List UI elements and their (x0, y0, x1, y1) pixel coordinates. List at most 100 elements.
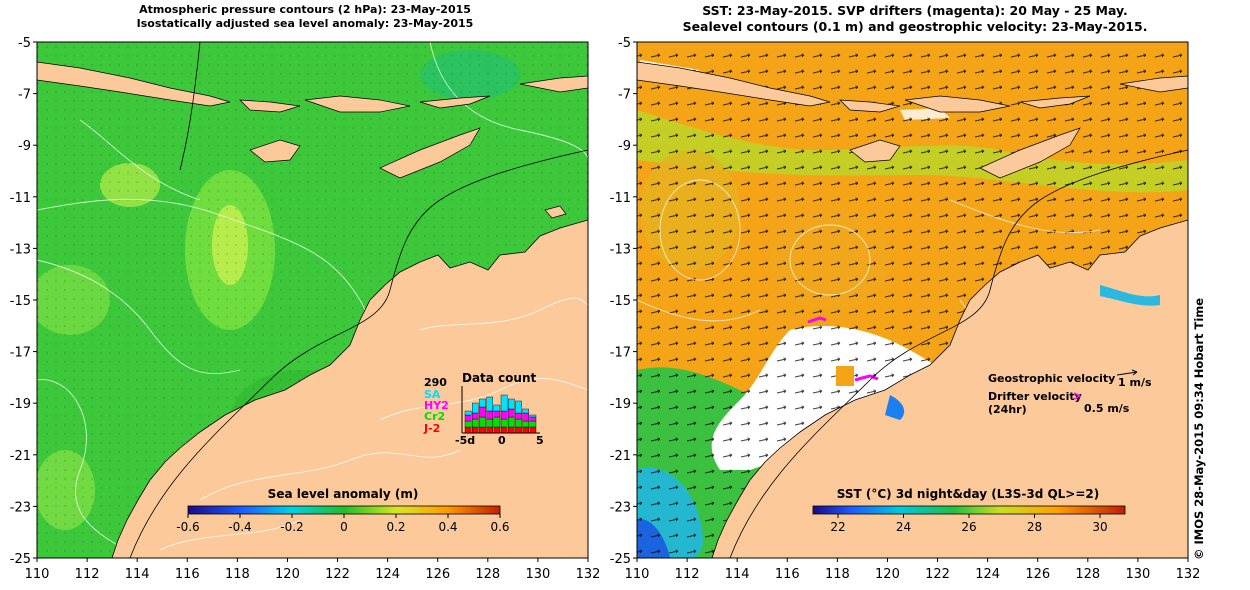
australia-landmass (111, 219, 588, 558)
sst-colorbar-tick-label: 28 (1027, 520, 1042, 534)
histogram-bar (472, 402, 479, 414)
right-y-tick-label: -7 (618, 88, 631, 103)
histogram-bar (522, 412, 529, 422)
left-map (37, 42, 588, 558)
histogram-bar (486, 418, 494, 428)
histogram-bar (493, 404, 501, 412)
histogram-bar (508, 408, 515, 418)
histogram-bar (479, 416, 486, 428)
left-title-line1: Atmospheric pressure contours (2 hPa): 2… (139, 3, 471, 16)
coastal-cool-strip (1100, 285, 1160, 306)
histogram-bar (479, 398, 486, 408)
drifter-velocity-period: (24hr) (988, 403, 1027, 416)
velocity-legend: Geostrophic velocity 1 m/s Drifter veloc… (988, 369, 1152, 416)
data-count-inset: 290 Data count SA HY2 Cr2 J-2 -5d 0 5 (423, 371, 544, 447)
island-bali-lombok (239, 99, 301, 113)
sst-colorbar-tick-label: 22 (830, 520, 845, 534)
drifter-track (807, 316, 827, 324)
right-y-tick-label: -15 (610, 294, 631, 309)
island-java (37, 61, 231, 107)
left-x-tick-label: 132 (576, 567, 601, 582)
island-wetar (1119, 75, 1188, 93)
geo-velocity-arrow (1116, 369, 1138, 376)
right-x-tick-label: 128 (1075, 567, 1100, 582)
right-y-tick-label: -19 (610, 397, 631, 412)
right-y-axis: -5 -7 -9 -11 -13 -15 -17 -19 -21 -23 -25 (610, 36, 637, 567)
left-x-tick-label: 120 (275, 567, 300, 582)
data-count-max-label: 290 (424, 376, 447, 389)
drifter-velocity-arrow (1073, 392, 1082, 400)
left-x-tick-label: 112 (75, 567, 100, 582)
data-count-sat-j2: J-2 (423, 422, 440, 435)
data-count-x-label-mid: 0 (498, 434, 506, 447)
island-bali-lombok (839, 99, 901, 113)
island-small (544, 205, 567, 219)
left-y-axis: -5 -7 -9 -11 -13 -15 -17 -19 -21 -23 -25 (10, 36, 37, 567)
sla-colorbar-tick-label: -0.2 (280, 520, 303, 534)
sla-colorbar-label: Sea level anomaly (m) (268, 487, 419, 501)
left-x-tick-label: 114 (125, 567, 150, 582)
left-y-tick-label: -25 (10, 552, 31, 567)
sla-colorbar-tick-label: 0.2 (386, 520, 405, 534)
bathymetry-contour (129, 42, 588, 558)
right-y-tick-label: -17 (610, 346, 631, 361)
histogram-bar (479, 426, 486, 434)
left-x-tick-label: 128 (475, 567, 500, 582)
left-y-tick-label: -17 (10, 346, 31, 361)
australia-landmass-right (711, 219, 1188, 558)
island-flores-east (419, 95, 491, 109)
drifter-track (854, 374, 879, 382)
right-x-tick-label: 132 (1176, 567, 1201, 582)
sla-colorbar-tick-label: 0.4 (438, 520, 457, 534)
data-count-sat-sa: SA (424, 388, 441, 401)
left-y-tick-label: -23 (10, 500, 31, 515)
left-y-tick-label: -5 (18, 36, 31, 51)
data-count-x-label-end: 5 (536, 434, 544, 447)
histogram-bar (529, 426, 537, 434)
island-java (637, 61, 831, 107)
left-y-tick-label: -21 (10, 449, 31, 464)
right-x-tick-label: 122 (925, 567, 950, 582)
sst-colorbar-ticks: 22 24 26 28 30 (830, 514, 1108, 534)
histogram-bar (522, 420, 529, 428)
left-y-tick-label: -13 (10, 242, 31, 257)
histogram-bar (500, 394, 508, 412)
histogram-bar (529, 416, 537, 422)
sla-colorbar-tick-label: 0 (340, 520, 348, 534)
right-y-tick-label: -25 (610, 552, 631, 567)
island-sumbawa-flores (304, 95, 411, 113)
island-timor (379, 127, 481, 179)
sst-colorbar-gradient (812, 505, 1126, 515)
data-count-sat-cr2: Cr2 (424, 410, 445, 423)
sla-colorbar: Sea level anomaly (m) -0.6 -0.4 -0.2 0 0.2 0.… (176, 487, 509, 534)
left-y-tick-label: -9 (18, 139, 31, 154)
histogram-bar (515, 426, 522, 434)
left-x-tick-label: 110 (25, 567, 50, 582)
histogram-bar (515, 418, 522, 428)
island-timor (979, 127, 1081, 179)
data-count-sat-hy2: HY2 (424, 399, 449, 412)
histogram-bar (522, 426, 529, 434)
histogram-bar (508, 416, 515, 428)
right-y-tick-label: -9 (618, 139, 631, 154)
histogram-bar (529, 414, 537, 418)
sla-colorbar-gradient (187, 505, 501, 515)
histogram-bar (493, 410, 501, 418)
histogram-bar (515, 400, 522, 414)
left-x-tick-label: 118 (225, 567, 250, 582)
right-x-tick-label: 124 (975, 567, 1000, 582)
imos-credit: © IMOS 28-May-2015 09:34 Hobart Time (1192, 297, 1206, 560)
histogram-bar (479, 406, 486, 418)
drifter-velocity-scale: 0.5 m/s (1084, 402, 1130, 415)
histogram-bar (500, 426, 508, 434)
right-x-tick-label: 114 (725, 567, 750, 582)
sla-colorbar-ticks: -0.6 -0.4 -0.2 0 0.2 0.4 0.6 (176, 514, 510, 534)
sst-colorbar: SST (°C) 3d night&day (L3S-3d QL>=2) 22 2… (812, 487, 1126, 534)
histogram-bar (464, 420, 472, 428)
histogram-bar (486, 426, 494, 434)
right-y-tick-label: -5 (618, 36, 631, 51)
island-sumbawa-flores (904, 95, 1011, 113)
left-title-line2: Isostatically adjusted sea level anomaly… (136, 17, 474, 30)
geo-velocity-label: Geostrophic velocity (988, 372, 1115, 385)
histogram-bar (472, 412, 479, 420)
